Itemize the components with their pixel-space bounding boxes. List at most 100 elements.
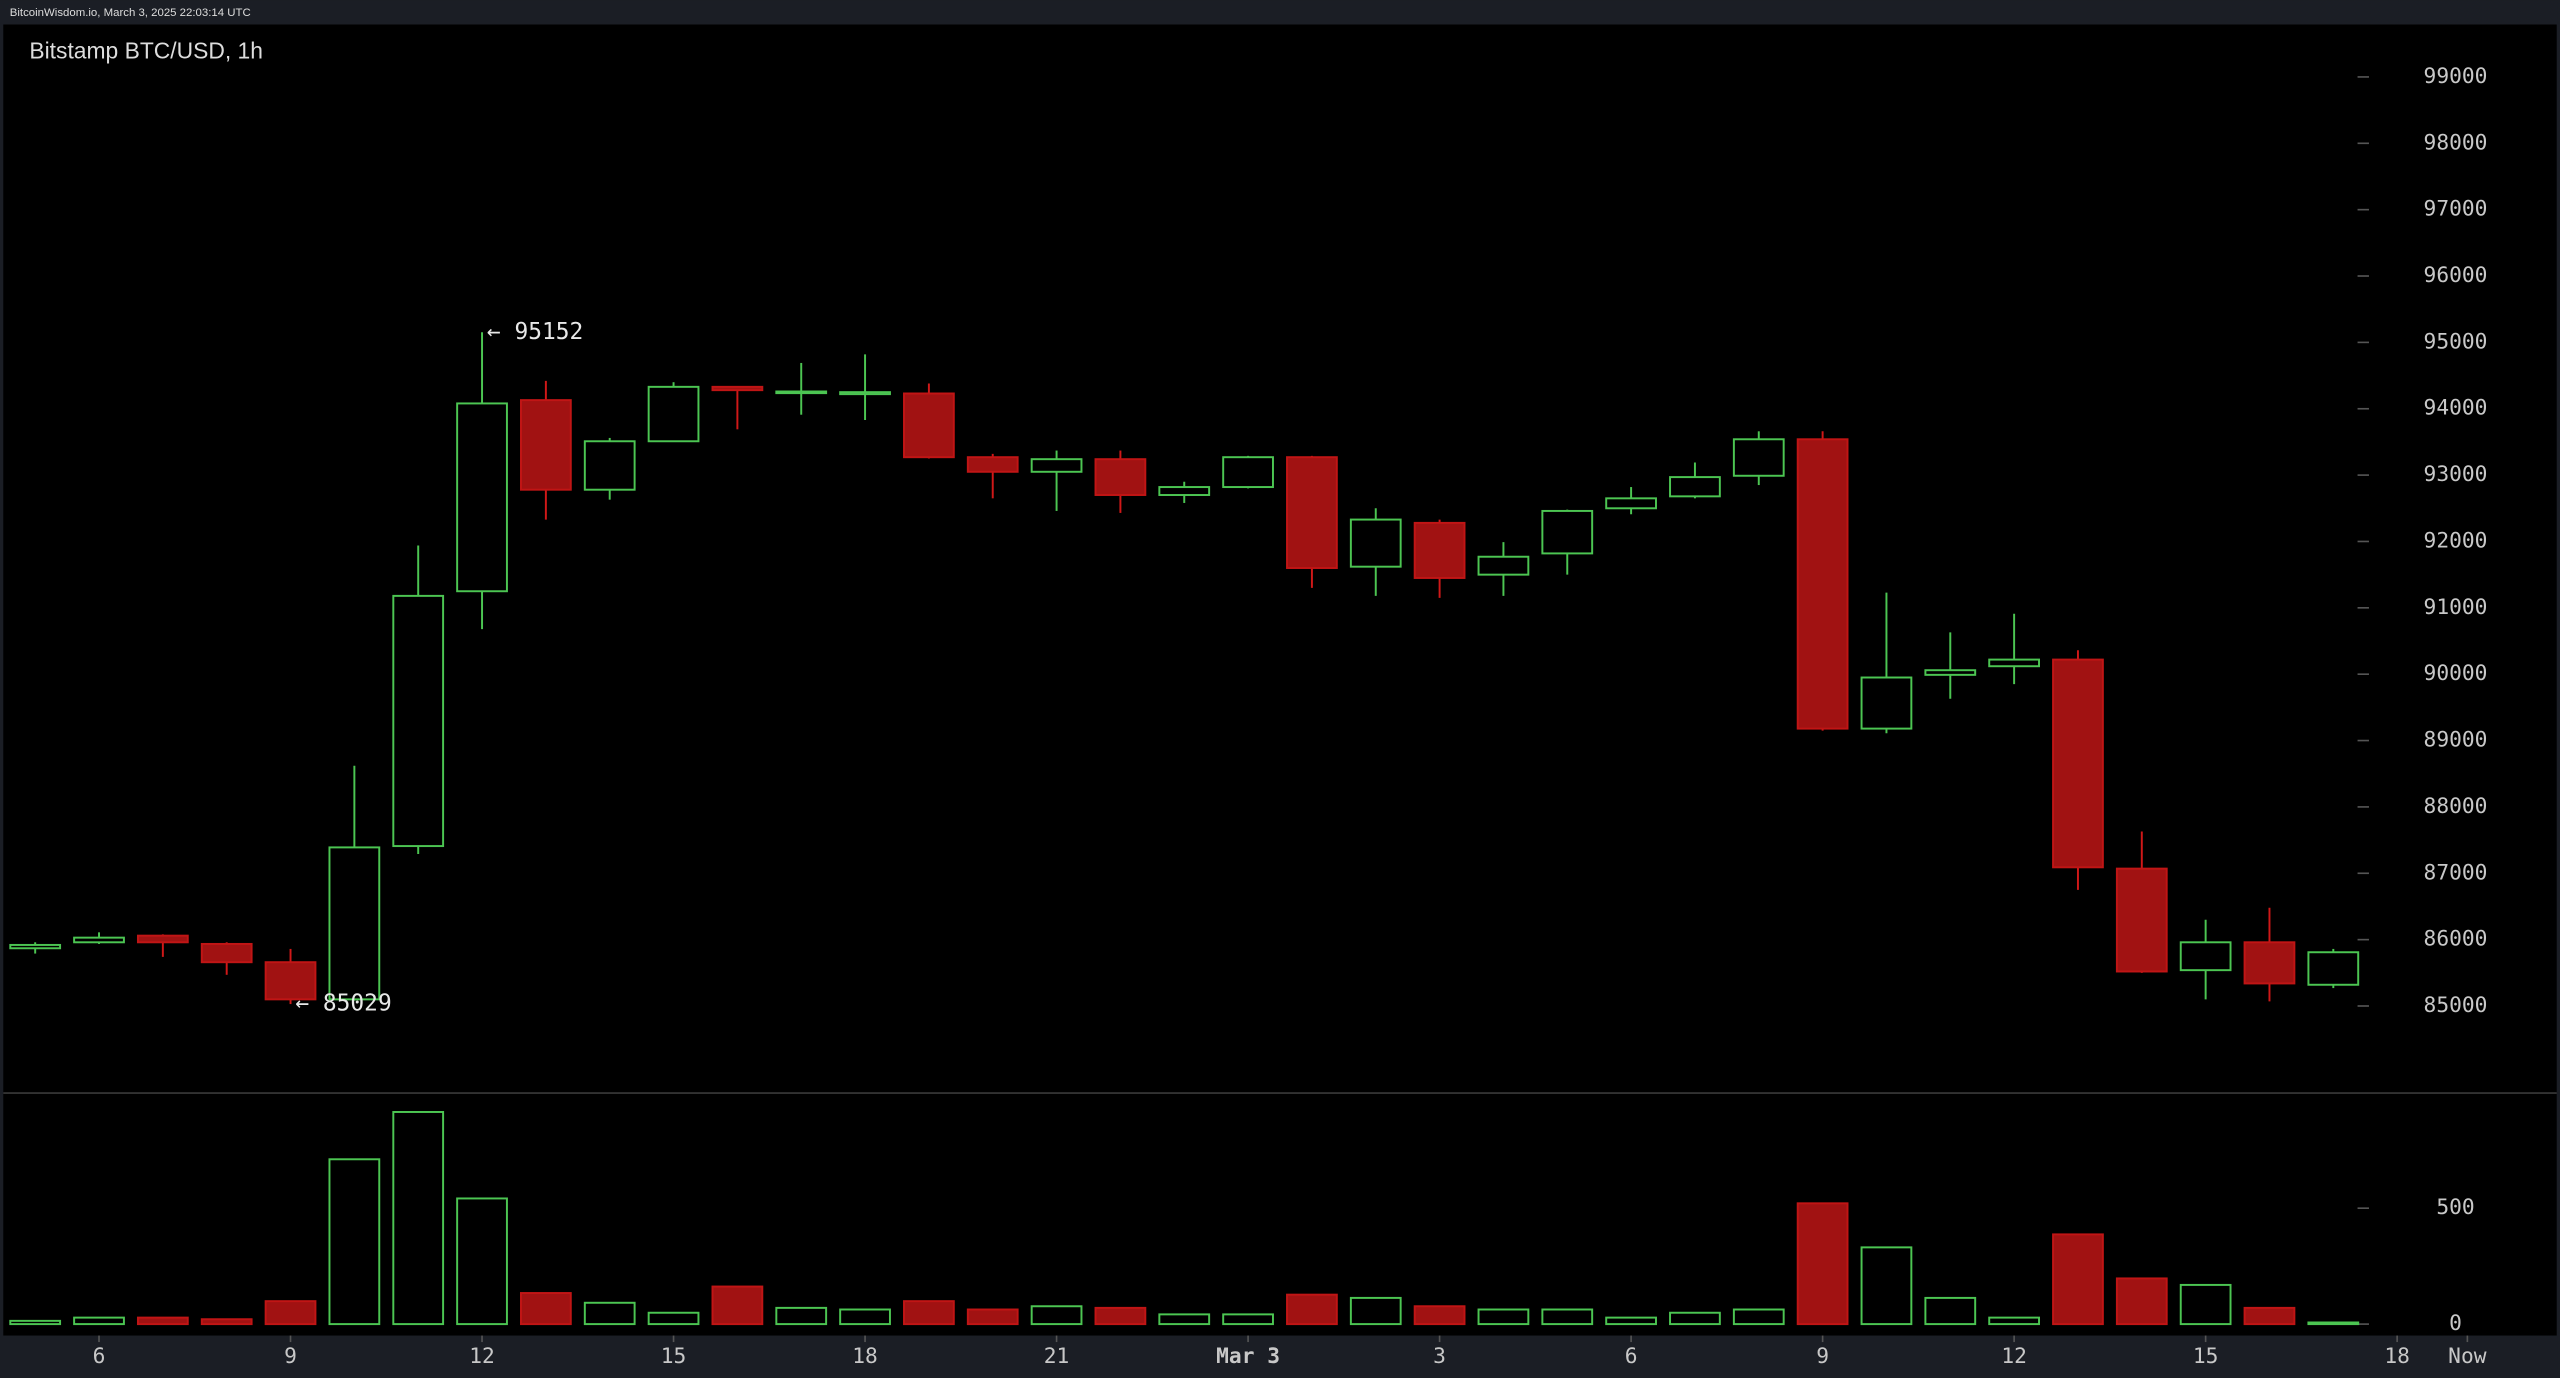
candle-body (1349, 518, 1402, 568)
candle-body (1030, 458, 1083, 473)
x-tick-label: 9 (1816, 1344, 1829, 1369)
y-tick-label: 94000 (2424, 396, 2488, 421)
candle-body (839, 391, 891, 396)
candle-body (1796, 438, 1849, 730)
volume-bar (1732, 1308, 1785, 1326)
volume-bar (1988, 1316, 2040, 1326)
volume-bar (73, 1316, 125, 1326)
y-tick-label: 87000 (2424, 860, 2488, 885)
volume-bar (2052, 1233, 2104, 1326)
candle-body (200, 942, 253, 964)
y-tick-label: 85000 (2424, 993, 2488, 1018)
candle-body (775, 390, 828, 395)
volume-tick-label: 500 (2436, 1195, 2474, 1220)
annotation: ← 85029 (295, 991, 391, 1017)
candle-body (9, 943, 62, 950)
volume-bar (2243, 1306, 2296, 1326)
volume-bar (903, 1300, 955, 1326)
x-tick-label: Mar 3 (1216, 1344, 1280, 1369)
volume-bar (200, 1318, 253, 1326)
volume-bar (328, 1158, 381, 1326)
volume-bar (1349, 1296, 1402, 1326)
y-tick-label: 92000 (2424, 528, 2488, 553)
volume-bar (1286, 1293, 1338, 1326)
candle-body (1860, 676, 1913, 730)
annotation: ← 95152 (487, 319, 583, 345)
y-tick-label: 91000 (2424, 595, 2488, 620)
candle-body (903, 392, 955, 459)
volume-bar (1222, 1313, 1274, 1326)
volume-bar (520, 1292, 572, 1326)
candle-body (1605, 497, 1657, 510)
volume-bar (2179, 1283, 2232, 1326)
candle-body (1286, 456, 1338, 569)
volume-bar (1924, 1296, 1977, 1326)
volume-bar (264, 1300, 317, 1326)
volume-bar (1477, 1308, 1530, 1326)
candle-body (328, 846, 381, 1001)
volume-bar (647, 1311, 700, 1326)
volume-bar (1669, 1311, 1721, 1326)
candle-body (1924, 669, 1977, 676)
volume-bar (2115, 1277, 2168, 1326)
candle-body (711, 385, 764, 392)
y-tick-label: 96000 (2424, 263, 2488, 288)
candle-body (1158, 486, 1211, 496)
candle-body (136, 934, 189, 944)
y-tick-label: 99000 (2424, 64, 2488, 89)
y-tick-label: 98000 (2424, 130, 2488, 155)
volume-bar (9, 1319, 62, 1326)
y-tick-label: 97000 (2424, 197, 2488, 222)
candle-body (2052, 658, 2104, 869)
x-tick-label: 12 (469, 1344, 495, 1369)
volume-tick-label: 0 (2449, 1311, 2462, 1336)
candle-body (1413, 521, 1466, 579)
x-tick-label: 18 (852, 1344, 878, 1369)
candle-body (1669, 476, 1721, 498)
y-tick-label: 88000 (2424, 794, 2488, 819)
volume-bar (136, 1316, 189, 1326)
volume-bar (1030, 1305, 1083, 1326)
chart-area (3, 24, 2557, 1336)
candle-body (1541, 509, 1594, 555)
volume-bar (839, 1308, 891, 1326)
y-tick-label: 93000 (2424, 462, 2488, 487)
x-tick-label: 21 (1044, 1344, 1070, 1369)
candle-body (1477, 555, 1530, 576)
candle-body (2115, 867, 2168, 973)
volume-bar (1094, 1306, 1147, 1326)
volume-bar (2307, 1321, 2360, 1326)
x-tick-label: 15 (2193, 1344, 2219, 1369)
candle-body (966, 456, 1019, 473)
candle-body (520, 399, 572, 491)
x-tick-label: 12 (2001, 1344, 2027, 1369)
volume-bar (583, 1301, 636, 1326)
x-tick-label: 15 (661, 1344, 687, 1369)
volume-bar (775, 1306, 828, 1326)
candle-body (392, 594, 445, 848)
volume-bar (711, 1285, 764, 1326)
candle-body (1732, 438, 1785, 477)
volume-bar (1541, 1308, 1594, 1326)
header-text: BitcoinWisdom.io, March 3, 2025 22:03:14… (10, 7, 251, 19)
volume-bar (1860, 1246, 1913, 1326)
candle-body (264, 961, 317, 1001)
candle-body (2243, 941, 2296, 985)
candle-body (73, 936, 125, 944)
x-tick-label: Now (2448, 1344, 2487, 1369)
volume-bar (1796, 1202, 1849, 1326)
x-tick-label: 3 (1433, 1344, 1446, 1369)
x-tick-label: 18 (2384, 1344, 2410, 1369)
volume-bar (456, 1197, 508, 1326)
x-tick-label: 6 (93, 1344, 106, 1369)
x-tick-label: 9 (284, 1344, 297, 1369)
volume-bar (966, 1308, 1019, 1326)
candle-body (1988, 658, 2040, 668)
volume-bar (1605, 1316, 1657, 1326)
candle-body (1222, 456, 1274, 489)
candle-body (456, 402, 508, 593)
volume-bar (392, 1111, 445, 1326)
y-tick-label: 90000 (2424, 661, 2488, 686)
